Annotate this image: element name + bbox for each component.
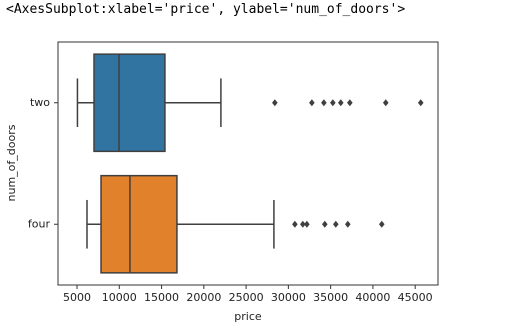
y-tick-label: two [30, 96, 50, 109]
plot-frame [57, 41, 439, 286]
output-repr: <AxesSubplot:xlabel='price', ylabel='num… [6, 2, 406, 17]
outlier [300, 220, 306, 228]
outlier [304, 220, 310, 228]
outlier [272, 99, 278, 107]
y-tick-label: four [28, 217, 51, 230]
x-tick-label: 20000 [186, 291, 221, 304]
x-tick-label: 35000 [313, 291, 348, 304]
outlier [321, 99, 327, 107]
outlier [309, 99, 315, 107]
outlier [378, 220, 385, 228]
outlier [347, 99, 353, 107]
outlier [330, 99, 336, 107]
outlier [382, 99, 389, 107]
outlier [337, 99, 344, 107]
outlier [417, 99, 424, 107]
x-axis-label: price [234, 310, 262, 323]
box [93, 53, 166, 153]
box [100, 174, 178, 274]
x-tick-label: 30000 [271, 291, 306, 304]
y-axis-label: num_of_doors [5, 124, 18, 201]
x-tick-label: 25000 [229, 291, 264, 304]
x-tick-label: 45000 [398, 291, 433, 304]
outlier [322, 220, 328, 228]
outlier [332, 220, 339, 228]
x-tick-label: 15000 [144, 291, 179, 304]
outlier [344, 220, 351, 228]
outlier [292, 220, 298, 228]
x-tick-label: 5000 [63, 291, 91, 304]
x-tick-label: 10000 [102, 291, 137, 304]
x-tick-label: 40000 [355, 291, 390, 304]
